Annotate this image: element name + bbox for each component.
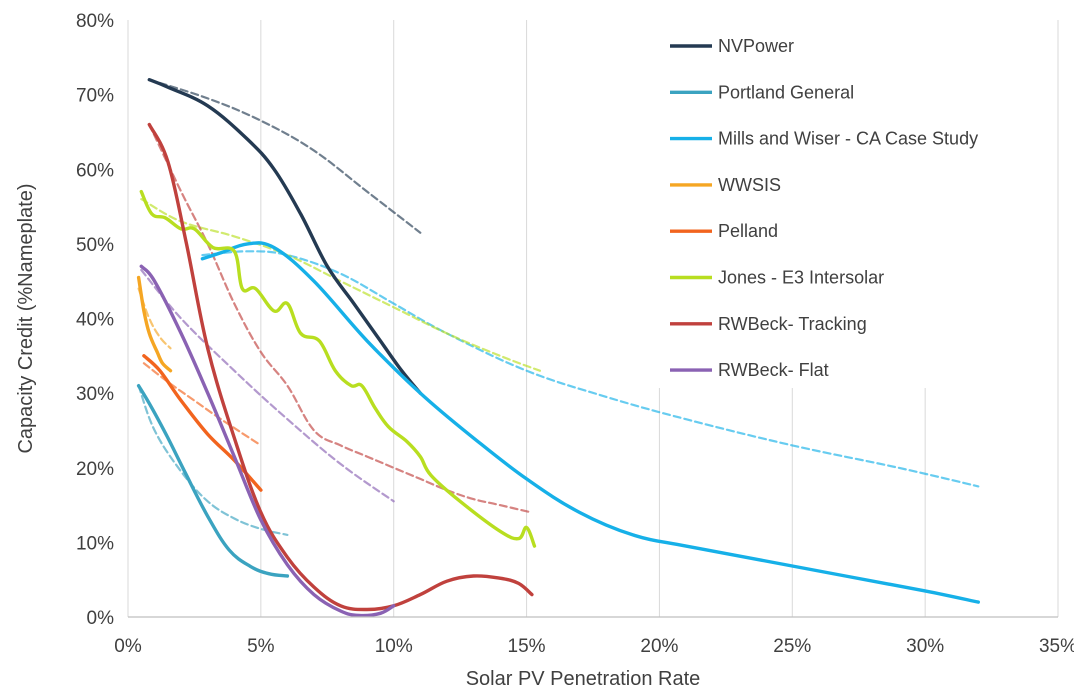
y-tick-label: 0% [87, 608, 115, 629]
y-tick-label: 30% [76, 384, 114, 405]
series-line [147, 78, 422, 395]
x-tick-label: 20% [640, 636, 678, 657]
y-tick-label: 70% [76, 86, 114, 107]
trend-line [201, 250, 980, 488]
y-tick-label: 10% [76, 533, 114, 554]
legend-label: Mills and Wiser - CA Case Study [718, 129, 978, 149]
x-tick-label: 5% [247, 636, 275, 657]
series-line [139, 264, 396, 618]
x-axis-ticks: 0% 5% 10% 15% 20% 25% 30% 35% [114, 636, 1074, 657]
series-line [139, 189, 537, 548]
trend-line [140, 268, 395, 503]
legend-box [651, 20, 1055, 388]
series-line [136, 275, 173, 373]
x-tick-label: 15% [508, 636, 546, 657]
x-tick-label: 35% [1039, 636, 1074, 657]
legend-label: Portland General [718, 82, 854, 102]
legend-label: Jones - E3 Intersolar [718, 268, 884, 288]
legend-label: RWBeck- Tracking [718, 314, 867, 334]
series-line [136, 384, 290, 578]
y-tick-label: 60% [76, 160, 114, 181]
x-axis-title: Solar PV Penetration Rate [466, 668, 701, 690]
series-line [147, 122, 534, 612]
y-tick-label: 50% [76, 235, 114, 256]
legend-label: WWSIS [718, 175, 781, 195]
legend: NVPower Portland General Mills and Wiser -… [651, 20, 1055, 388]
trend-line [148, 123, 533, 514]
trend-line [140, 198, 541, 372]
legend-label: Pelland [718, 221, 778, 241]
y-tick-label: 80% [76, 11, 114, 32]
trend-line [142, 362, 262, 447]
legend-label: RWBeck- Flat [718, 360, 829, 380]
series-lines [136, 78, 980, 618]
trend-line [148, 78, 422, 234]
y-axis-ticks: 0% 10% 20% 30% 40% 50% 60% 70% 80% [76, 11, 114, 629]
trend-line [137, 287, 172, 350]
y-tick-label: 40% [76, 310, 114, 331]
x-tick-label: 30% [906, 636, 944, 657]
series-line [200, 241, 980, 604]
x-tick-label: 10% [375, 636, 413, 657]
y-tick-label: 20% [76, 459, 114, 480]
trend-line [137, 384, 289, 536]
x-tick-label: 0% [114, 636, 142, 657]
legend-label: NVPower [718, 36, 794, 56]
x-tick-label: 25% [773, 636, 811, 657]
y-axis-title: Capacity Credit (%Nameplate) [15, 183, 37, 453]
